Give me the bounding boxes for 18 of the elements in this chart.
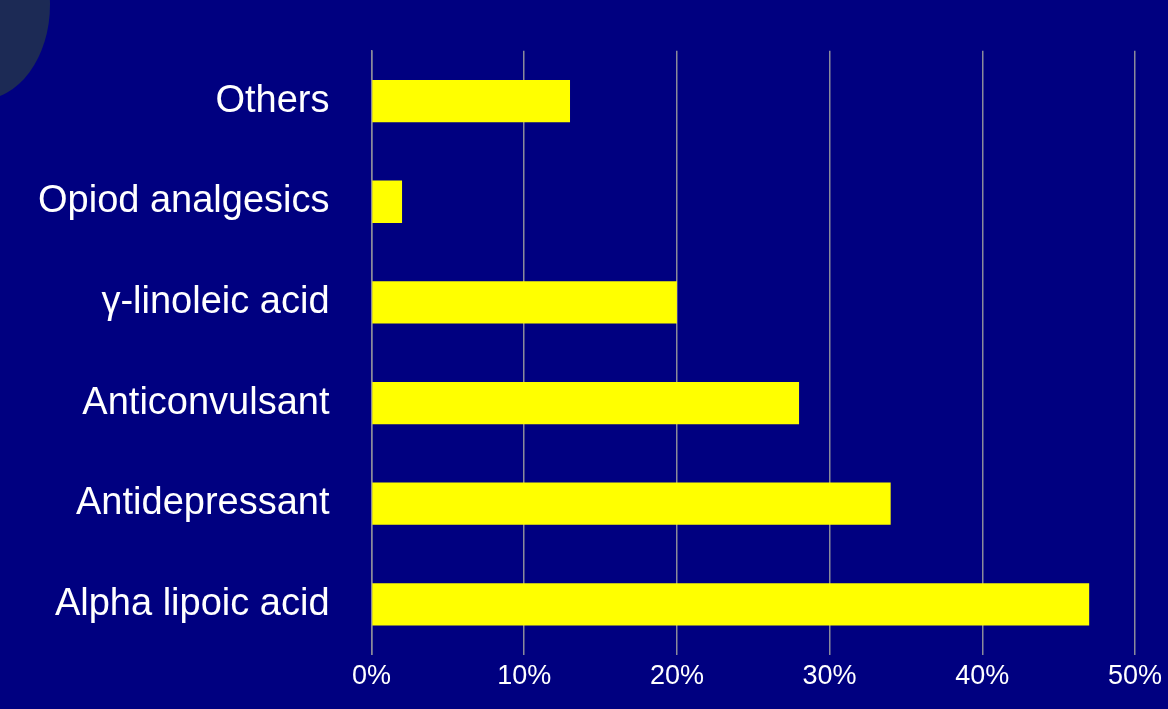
x-tick-label: 40% [955,660,1010,691]
bar [372,482,891,525]
y-tick-label: Others [215,77,330,120]
bar [372,583,1090,626]
bar [372,281,677,324]
y-tick-label: Opiod analgesics [38,178,330,221]
bar [372,79,571,123]
y-tick-label: Anticonvulsant [82,379,330,422]
y-tick-label: Antidepressant [76,480,330,523]
x-tick-label: 0% [352,660,392,691]
y-tick-label: γ-linoleic acid [101,278,330,321]
x-tick-label: 10% [497,660,552,691]
x-tick-label: 30% [802,660,857,691]
y-tick-label: Alpha lipoic acid [54,580,330,623]
x-tick-label: 50% [1107,660,1162,691]
bar [372,180,403,223]
bar [372,381,800,425]
x-tick-label: 20% [649,660,704,691]
